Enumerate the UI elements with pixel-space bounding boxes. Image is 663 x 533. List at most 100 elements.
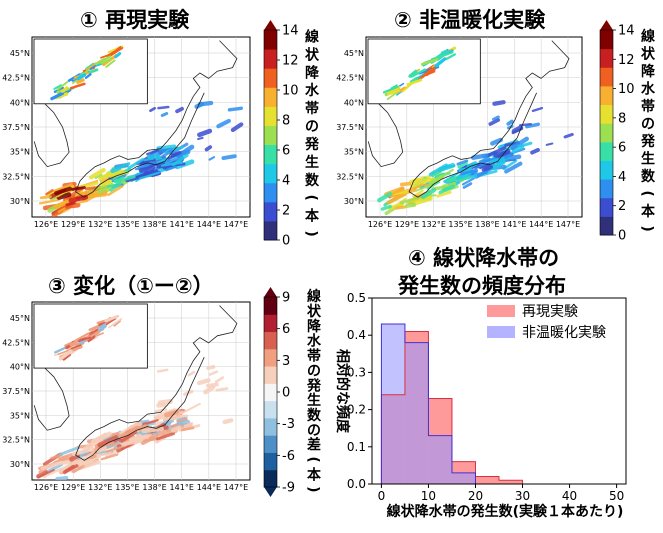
map-x-tick-label: 144°E — [529, 220, 553, 229]
legend-swatch — [487, 305, 515, 317]
panel4-title-line2: 発生数の頻度分布 — [398, 274, 566, 298]
colorbar-tick-label: 4 — [618, 170, 626, 185]
colorbar-tick-label: 6 — [618, 141, 626, 156]
colorbar-segment — [600, 67, 613, 87]
map-x-tick-label: 135°E — [115, 220, 139, 229]
svg-text:): ) — [639, 225, 655, 231]
hist-series-1 — [381, 324, 476, 484]
map-x-tick-label: 126°E — [368, 220, 392, 229]
svg-text:(: ( — [305, 456, 321, 462]
colorbar-segment — [264, 452, 277, 471]
colorbar-segment — [600, 179, 613, 199]
svg-text:数: 数 — [641, 168, 656, 185]
colorbar-extend-top — [264, 287, 277, 297]
svg-text:降: 降 — [641, 63, 656, 80]
map-x-tick-label: 135°E — [115, 483, 139, 492]
colorbar-segment — [264, 182, 277, 203]
svg-text:生: 生 — [641, 151, 655, 168]
colorbar-tick-label: 8 — [618, 111, 626, 126]
colorbar-segment — [264, 314, 277, 333]
panel2-title: ② 非温暖化実験 — [394, 8, 546, 32]
hist-x-tick-label: 0 — [378, 489, 386, 503]
hist-bar — [404, 342, 429, 484]
colorbar-segment — [264, 125, 277, 146]
svg-text:帯: 帯 — [307, 348, 321, 365]
hist-y-tick-label: 0.4 — [347, 328, 366, 342]
colorbar-tick-label: 14 — [282, 24, 299, 39]
colorbar-segment — [600, 160, 613, 180]
hist-y-axis-label: 相対的な頻度 — [334, 349, 351, 434]
svg-text:数: 数 — [305, 172, 320, 189]
colorbar-segment — [264, 331, 277, 350]
map-x-tick-label: 132°E — [422, 220, 446, 229]
svg-text:の: の — [307, 363, 321, 379]
hist-frame — [371, 297, 627, 485]
colorbar-tick-label: 8 — [282, 114, 290, 129]
map-x-tick-label: 144°E — [197, 220, 221, 229]
map-x-tick-label: 126°E — [34, 483, 58, 492]
legend-label: 再現実験 — [522, 304, 578, 320]
hist-bar — [499, 480, 523, 484]
svg-text:発: 発 — [306, 377, 322, 394]
colorbar-segment — [264, 163, 277, 184]
legend-label: 非温暖化実験 — [522, 325, 606, 341]
colorbar-segment — [600, 216, 613, 236]
map-x-tick-label: 144°E — [197, 483, 221, 492]
map-y-tick-label: 35°N — [344, 148, 364, 157]
map-x-tick-label: 138°E — [475, 220, 499, 229]
inset-box — [33, 38, 148, 105]
korea-coastline — [33, 101, 70, 168]
map-x-tick-label: 126°E — [34, 220, 58, 229]
colorbar-segment — [600, 141, 613, 161]
svg-text:): ) — [303, 230, 319, 236]
panel4-title-line1: ④ 線状降水帯の — [408, 246, 560, 270]
colorbar-segment — [600, 197, 613, 217]
map-y-tick-label: 30°N — [10, 460, 30, 469]
map-x-tick-label: 132°E — [88, 483, 112, 492]
map-y-tick-label: 30°N — [10, 197, 30, 206]
hist-outline — [380, 330, 524, 484]
map-y-tick-label: 42.5°N — [2, 338, 30, 347]
map-y-tick-label: 40°N — [10, 98, 30, 107]
map-x-tick-label: 141°E — [170, 220, 194, 229]
svg-text:発: 発 — [640, 133, 656, 150]
svg-text:水: 水 — [641, 81, 656, 98]
colorbar-tick-label: -9 — [282, 481, 295, 496]
svg-text:差: 差 — [307, 437, 321, 454]
map-x-tick-label: 135°E — [448, 220, 472, 229]
colorbar-segment — [600, 104, 613, 124]
colorbar-segment — [264, 49, 277, 69]
svg-text:降: 降 — [307, 318, 322, 335]
japan-coastline — [75, 305, 238, 461]
colorbar-segment — [264, 297, 277, 315]
colorbar-segment — [600, 123, 613, 143]
colorbar-segment — [264, 106, 277, 126]
maps-layer: 126°E 129°E 132°E 135°E 138°E 141°E 144°E 147°E… — [2, 36, 583, 492]
colorbar-tick-label: 3 — [282, 354, 290, 369]
panel1-title: ① 再現実験 — [80, 8, 190, 32]
svg-text:線: 線 — [641, 28, 655, 45]
svg-text:本: 本 — [307, 466, 322, 483]
svg-text:線: 線 — [307, 288, 321, 305]
hist-y-tick-label: 0.1 — [347, 440, 366, 454]
japan-coastline — [408, 40, 570, 198]
svg-text:線: 線 — [305, 28, 319, 45]
hist-y-tick-label: 0.3 — [347, 365, 366, 379]
colorbar-tick-label: 6 — [282, 144, 290, 159]
map-x-tick-label: 147°E — [224, 220, 248, 229]
colorbar-label: 線状降水帯の発生数 (本) — [639, 28, 656, 232]
colorbar-extend-top — [264, 20, 277, 30]
svg-text:(: ( — [639, 190, 655, 196]
colorbar-tick-label: -3 — [282, 417, 295, 432]
map-x-tick-label: 129°E — [61, 483, 85, 492]
svg-text:本: 本 — [305, 208, 320, 225]
map-panel-1: 126°E 129°E 132°E 135°E 138°E 141°E 144°E 147°E… — [2, 36, 251, 229]
map-y-tick-label: 37.5°N — [336, 123, 364, 132]
svg-text:発: 発 — [304, 136, 320, 153]
colorbar-label: 線状降水帯の発生数 (本) — [303, 28, 320, 236]
map-x-tick-label: 147°E — [224, 483, 248, 492]
